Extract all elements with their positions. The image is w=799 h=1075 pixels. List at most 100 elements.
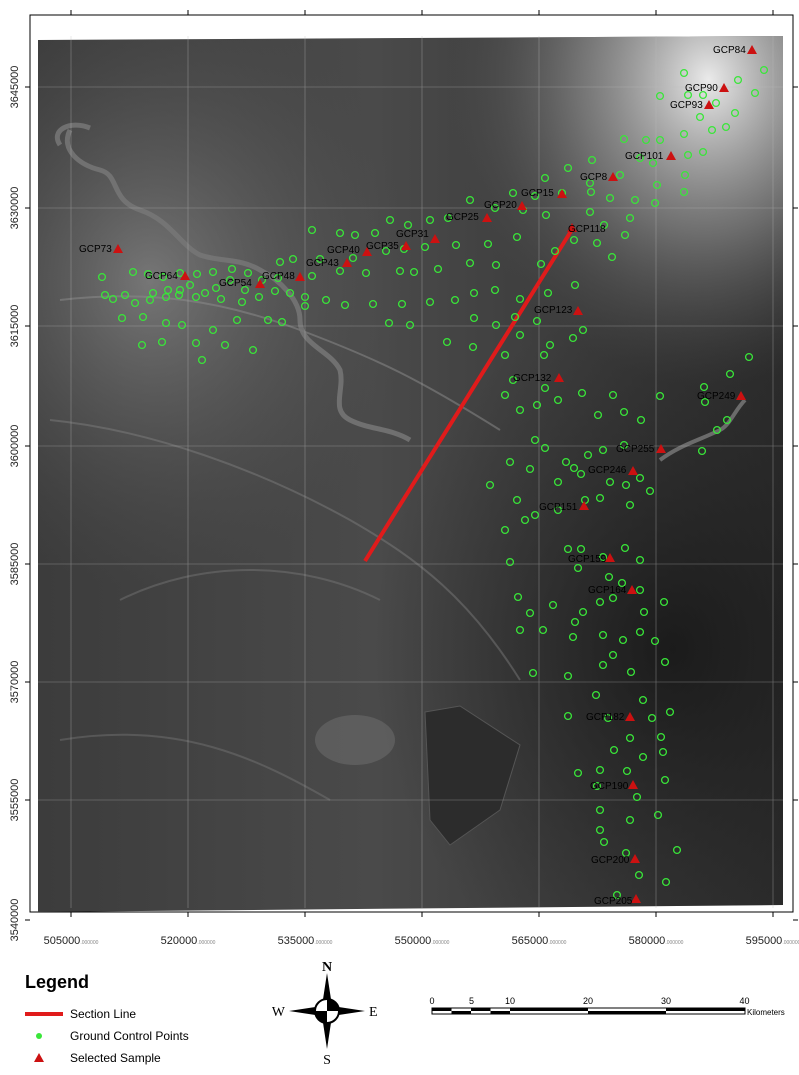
legend: Legend Section Line Ground Control Point… bbox=[25, 972, 285, 1069]
gcp-point bbox=[161, 318, 171, 328]
gcp-point bbox=[583, 450, 593, 460]
sample-marker bbox=[579, 501, 589, 510]
gcp-point bbox=[625, 500, 635, 510]
gcp-point bbox=[608, 390, 618, 400]
gcp-point bbox=[270, 286, 280, 296]
gcp-point bbox=[335, 266, 345, 276]
gcp-point bbox=[275, 257, 285, 267]
gcp-point bbox=[405, 320, 415, 330]
scale-unit: Kilometers bbox=[747, 1008, 785, 1017]
gcp-point bbox=[550, 246, 560, 256]
gcp-point bbox=[191, 338, 201, 348]
gcp-point bbox=[605, 193, 615, 203]
gcp-point bbox=[635, 473, 645, 483]
scale-tick-label: 5 bbox=[469, 996, 474, 1006]
gcp-point bbox=[397, 299, 407, 309]
gcp-point bbox=[683, 90, 693, 100]
gcp-point bbox=[532, 400, 542, 410]
gcp-point bbox=[592, 781, 602, 791]
gcp-point bbox=[570, 617, 580, 627]
sample-marker bbox=[573, 306, 583, 315]
sample-label: GCP151 bbox=[539, 502, 578, 513]
gcp-point bbox=[609, 745, 619, 755]
gcp-point bbox=[635, 153, 645, 163]
sample-marker bbox=[567, 223, 577, 232]
sample-marker bbox=[666, 151, 676, 160]
gcp-point bbox=[744, 352, 754, 362]
gcp-point bbox=[442, 337, 452, 347]
gcp-point bbox=[569, 463, 579, 473]
gcp-point bbox=[700, 397, 710, 407]
sample-label: GCP123 bbox=[534, 305, 573, 316]
sample-label: GCP54 bbox=[219, 278, 252, 289]
gcp-point bbox=[157, 337, 167, 347]
sample-marker bbox=[517, 201, 527, 210]
gcp-point bbox=[335, 228, 345, 238]
gcp-point bbox=[361, 268, 371, 278]
gcp-point bbox=[656, 732, 666, 742]
x-tick-label: 565000.000000 bbox=[512, 935, 567, 947]
gcp-point bbox=[634, 870, 644, 880]
gcp-point bbox=[340, 300, 350, 310]
gcp-point bbox=[370, 228, 380, 238]
gcp-point bbox=[622, 766, 632, 776]
gcp-point bbox=[175, 268, 185, 278]
gcp-point bbox=[539, 350, 549, 360]
x-tick-label: 505000.000000 bbox=[44, 935, 99, 947]
y-axis-ticks: 3645000 3630000 3615000 3600000 3585000 35700… bbox=[9, 66, 798, 941]
gcp-point bbox=[130, 298, 140, 308]
gcp-point bbox=[348, 253, 358, 263]
gcp-point bbox=[138, 312, 148, 322]
sample-label: GCP20 bbox=[484, 200, 517, 211]
gcp-point bbox=[451, 240, 461, 250]
sample-marker bbox=[295, 272, 305, 281]
sample-label: GCP8 bbox=[580, 172, 608, 183]
gcp-point bbox=[508, 188, 518, 198]
gcp-point bbox=[672, 845, 682, 855]
gcp-point bbox=[568, 632, 578, 642]
gcp-point bbox=[636, 415, 646, 425]
gcp-point bbox=[174, 290, 184, 300]
gcp-point bbox=[500, 350, 510, 360]
gcp-point bbox=[469, 288, 479, 298]
gcp-point bbox=[530, 191, 540, 201]
gcp-point bbox=[573, 768, 583, 778]
gcp-point bbox=[655, 391, 665, 401]
gcp-point bbox=[433, 264, 443, 274]
gcp-point bbox=[658, 747, 668, 757]
gcp-point bbox=[465, 195, 475, 205]
gcp-point bbox=[384, 318, 394, 328]
gcp-point bbox=[237, 297, 247, 307]
gcp-point bbox=[510, 312, 520, 322]
gcp-point bbox=[698, 90, 708, 100]
sample-marker bbox=[719, 83, 729, 92]
gcp-point bbox=[321, 295, 331, 305]
gcp-point bbox=[587, 155, 597, 165]
gcp-point bbox=[620, 230, 630, 240]
gcp-point bbox=[593, 410, 603, 420]
gcp-point bbox=[598, 660, 608, 670]
gcp-point bbox=[465, 258, 475, 268]
sample-marker bbox=[627, 585, 637, 594]
gcp-point bbox=[191, 292, 201, 302]
gcp-point bbox=[315, 254, 325, 264]
gcp-point bbox=[619, 440, 629, 450]
gcp-point bbox=[721, 122, 731, 132]
gcp-point bbox=[679, 187, 689, 197]
gcp-point bbox=[655, 135, 665, 145]
sample-marker bbox=[625, 712, 635, 721]
gcp-point bbox=[395, 266, 405, 276]
x-tick-label: 535000.000000 bbox=[278, 935, 333, 947]
gcp-point bbox=[603, 713, 613, 723]
gcp-point bbox=[722, 415, 732, 425]
gcp-point bbox=[698, 147, 708, 157]
sample-label: GCP182 bbox=[586, 712, 625, 723]
sample-marker bbox=[736, 391, 746, 400]
gcp-point bbox=[163, 285, 173, 295]
gcp-point bbox=[653, 810, 663, 820]
sample-label: GCP84 bbox=[713, 45, 746, 56]
gcp-point bbox=[553, 505, 563, 515]
sample-marker bbox=[430, 234, 440, 243]
gcp-point bbox=[553, 395, 563, 405]
y-tick-label: 3570000 bbox=[9, 661, 21, 704]
